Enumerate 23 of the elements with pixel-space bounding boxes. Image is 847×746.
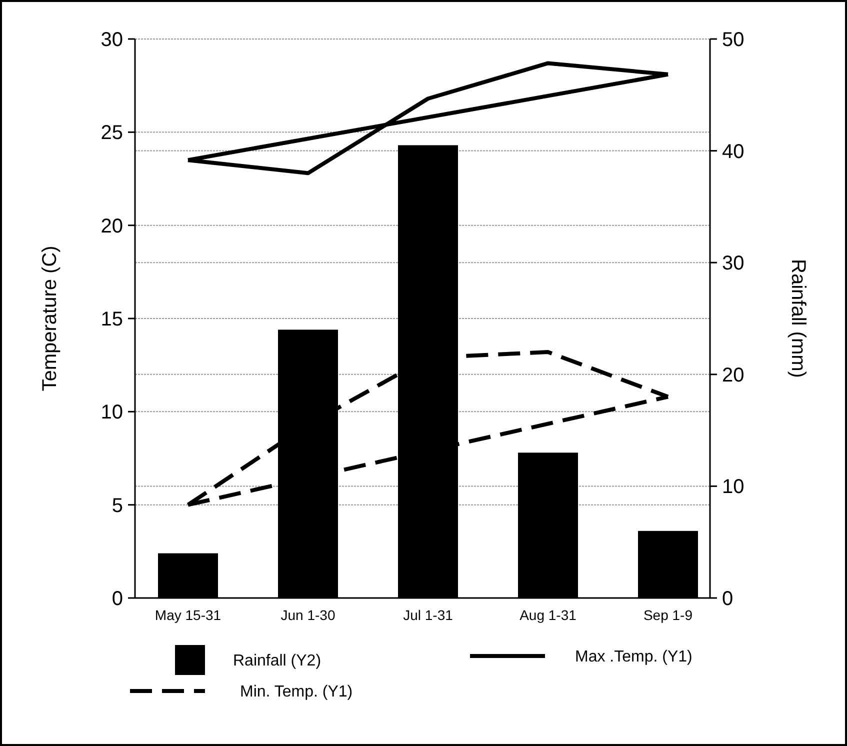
x-tick-label: Jul 1-31	[403, 607, 454, 623]
y-tick-label: 15	[100, 308, 123, 330]
legend-label: Min. Temp. (Y1)	[240, 684, 353, 701]
x-tick-label: Aug 1-31	[520, 607, 577, 623]
y2-tick-label: 50	[722, 29, 744, 51]
y-tick-label: 20	[100, 215, 123, 238]
y-tick-label: 5	[112, 494, 123, 517]
x-tick-label: Jun 1-30	[280, 607, 336, 623]
y-tick-label: 0	[112, 588, 123, 610]
y2-tick-label: 30	[722, 252, 744, 275]
y2-axis-title: Rainfall (mm)	[787, 259, 809, 378]
y2-tick-label: 0	[722, 588, 734, 610]
y-tick-label: 25	[100, 122, 123, 144]
y2-tick-label: 10	[722, 476, 744, 498]
y-tick-label: 10	[100, 402, 123, 424]
y-tick-label: 30	[100, 29, 123, 51]
x-tick-label: Sep 1-9	[643, 607, 693, 623]
legend-label: Rainfall (Y2)	[233, 652, 322, 670]
legend-label: Max .Temp. (Y1)	[575, 648, 692, 666]
y2-tick-label: 20	[722, 364, 744, 386]
y-axis-title: Temperature (C)	[39, 246, 61, 392]
y2-tick-label: 40	[722, 140, 744, 163]
x-tick-label: May 15-31	[154, 607, 222, 623]
